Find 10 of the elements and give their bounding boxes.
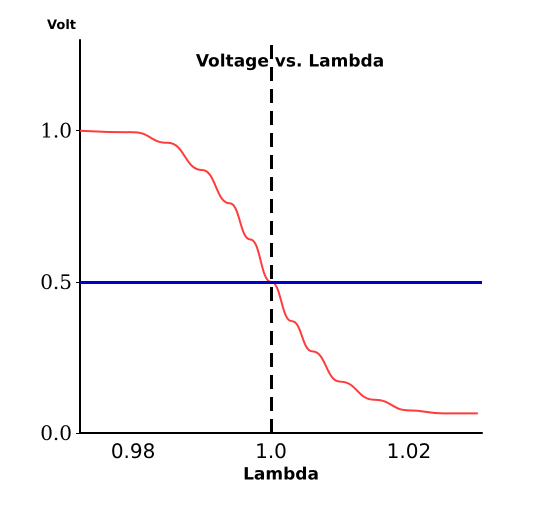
text: Voltage vs. Lambda (196, 52, 384, 72)
y-tick-label: 1.0 (40, 118, 72, 143)
x-tick-label: 1.02 (386, 439, 432, 463)
x-tick-label: 0.98 (110, 439, 156, 463)
x-tick-label: 1.0 (255, 439, 287, 463)
line-series (79, 130, 479, 414)
x-axis-title: Lambda (243, 464, 319, 484)
y-axis-title: Volt (47, 18, 76, 33)
y-tick-label: 0.0 (40, 421, 72, 445)
y-tick-label: 0.5 (40, 270, 72, 294)
